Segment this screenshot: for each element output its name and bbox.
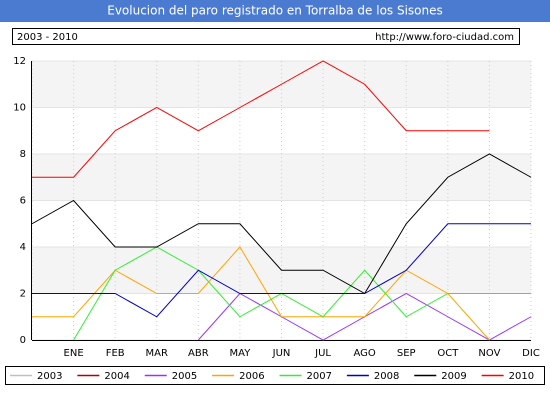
y-tick-label: 6: [20, 196, 26, 207]
y-tick-label: 8: [20, 149, 26, 160]
x-tick-label: NOV: [478, 348, 500, 359]
series-line: [73, 246, 531, 341]
legend-label: 2008: [374, 371, 399, 382]
x-tick-label: MAY: [230, 348, 252, 359]
legend-label: 2007: [307, 371, 332, 382]
chart-title: Evolucion del paro registrado en Torralb…: [107, 4, 443, 18]
legend-label: 2006: [239, 371, 264, 382]
y-tick-label: 0: [20, 335, 26, 346]
x-tick-label: AGO: [354, 348, 376, 359]
legend-box: [5, 366, 545, 385]
x-tick-label: JUN: [272, 348, 291, 359]
series-line: [32, 246, 490, 341]
subtitle-box: [12, 28, 520, 45]
subtitle: 2003 - 2010: [17, 32, 78, 43]
legend-label: 2003: [37, 371, 62, 382]
series-line: [32, 223, 531, 318]
x-tick-label: FEB: [106, 348, 125, 359]
x-tick-label: DIC: [522, 348, 540, 359]
x-tick-label: MAR: [146, 348, 168, 359]
y-tick-label: 12: [13, 56, 26, 67]
y-tick-label: 10: [13, 103, 26, 114]
y-tick-label: 4: [20, 242, 26, 253]
series-line: [32, 60, 490, 178]
x-tick-label: ENE: [64, 348, 84, 359]
legend-label: 2010: [509, 371, 534, 382]
x-tick-label: OCT: [437, 348, 459, 359]
legend-label: 2005: [172, 371, 197, 382]
series-line: [31, 153, 532, 295]
x-tick-label: SEP: [397, 348, 416, 359]
source: http://www.foro-ciudad.com: [375, 32, 514, 43]
x-tick-label: ABR: [188, 348, 209, 359]
y-tick-label: 2: [20, 289, 26, 300]
legend-label: 2004: [104, 371, 129, 382]
legend-label: 2009: [441, 371, 466, 382]
title-bar: [0, 0, 550, 22]
x-tick-label: JUL: [314, 348, 331, 359]
